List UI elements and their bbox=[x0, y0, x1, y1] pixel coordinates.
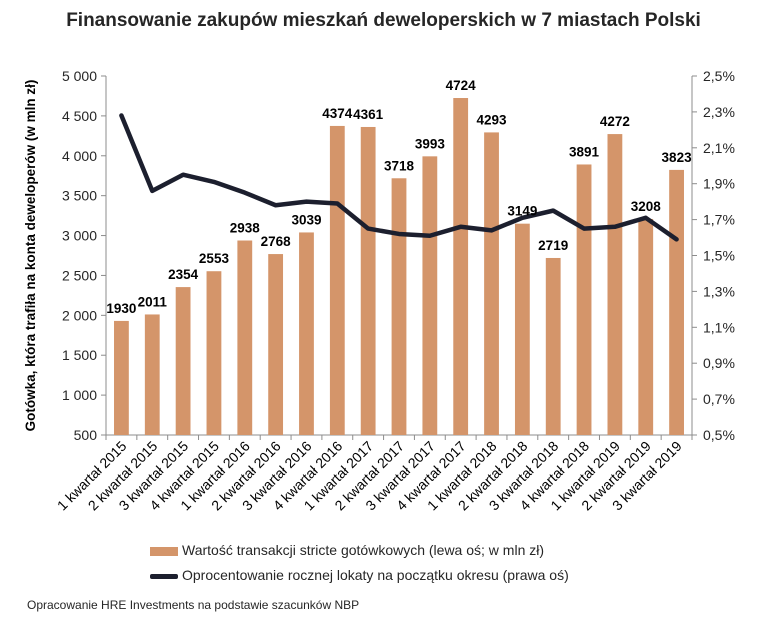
y-left-tick-label: 500 bbox=[74, 427, 98, 443]
rate-point bbox=[460, 226, 462, 228]
y-left-tick-label: 2 500 bbox=[62, 267, 97, 283]
rate-point bbox=[120, 114, 122, 116]
source-note: Opracowanie HRE Investments na podstawie… bbox=[27, 598, 360, 612]
y-left-tick-label: 4 000 bbox=[62, 148, 97, 164]
rate-point bbox=[305, 201, 307, 203]
legend-label-bars: Wartość transakcji stricte gotówkowych (… bbox=[182, 542, 545, 558]
rate-point bbox=[491, 229, 493, 231]
bar-data-label: 4374 bbox=[322, 106, 353, 121]
bar-data-label: 2938 bbox=[230, 221, 261, 236]
y-right-tick-label: 2,5% bbox=[703, 68, 735, 84]
legend-swatch-line bbox=[150, 573, 178, 579]
y-left-tick-label: 3 500 bbox=[62, 188, 97, 204]
rate-point bbox=[182, 174, 184, 176]
bar-data-label: 3149 bbox=[507, 204, 537, 219]
bar bbox=[144, 314, 160, 435]
bar bbox=[514, 223, 530, 435]
bar bbox=[329, 125, 345, 435]
bar-data-label: 4724 bbox=[446, 78, 477, 93]
bar-data-label: 2553 bbox=[199, 251, 230, 266]
bar bbox=[391, 178, 407, 435]
rate-point bbox=[367, 228, 369, 230]
bar-data-label: 3823 bbox=[662, 150, 693, 165]
bar bbox=[545, 257, 561, 435]
bar bbox=[114, 320, 129, 435]
bar-data-label: 3208 bbox=[631, 199, 662, 214]
y-right-tick-label: 0,5% bbox=[703, 427, 735, 443]
bar-data-label: 3891 bbox=[569, 144, 600, 159]
rate-point bbox=[645, 217, 647, 219]
rate-point bbox=[614, 226, 616, 228]
rate-point bbox=[583, 228, 585, 230]
rate-point bbox=[676, 238, 678, 240]
y-left-tick-label: 2 000 bbox=[62, 307, 97, 323]
rate-point bbox=[151, 190, 153, 192]
y-right-tick-label: 0,7% bbox=[703, 391, 735, 407]
bar bbox=[669, 169, 684, 435]
legend-label-line: Oprocentowanie rocznej lokaty na początk… bbox=[182, 567, 569, 583]
rate-point bbox=[213, 181, 215, 183]
bar bbox=[484, 132, 499, 435]
y-right-tick-label: 1,1% bbox=[703, 319, 735, 335]
y-right-tick-label: 2,1% bbox=[703, 140, 735, 156]
bar bbox=[360, 126, 376, 435]
y-right-tick-label: 0,9% bbox=[703, 355, 735, 371]
rate-point bbox=[244, 192, 246, 194]
y-left-tick-label: 1 000 bbox=[62, 387, 97, 403]
bar-data-label: 4293 bbox=[477, 112, 508, 127]
y-right-tick-label: 1,5% bbox=[703, 248, 735, 264]
bar-data-label: 4361 bbox=[353, 107, 384, 122]
bar-data-label: 1930 bbox=[106, 301, 136, 316]
bar bbox=[206, 271, 222, 435]
bar bbox=[453, 98, 469, 435]
bar-data-label: 2354 bbox=[168, 267, 199, 282]
bar-data-label: 4272 bbox=[600, 114, 630, 129]
y-right-tick-label: 1,9% bbox=[703, 176, 735, 192]
y-left-tick-label: 4 500 bbox=[62, 108, 97, 124]
rate-point bbox=[336, 202, 338, 204]
rate-point bbox=[552, 210, 554, 212]
y-left-tick-label: 3 000 bbox=[62, 228, 97, 244]
bar-data-label: 3039 bbox=[291, 212, 321, 227]
y-axis-title: Gotówka, która trafiła na konta dewelope… bbox=[23, 80, 38, 432]
bar-data-label: 2719 bbox=[538, 238, 568, 253]
bar bbox=[299, 232, 314, 435]
legend-item-line: Oprocentowanie rocznej lokaty na początk… bbox=[150, 567, 569, 583]
bar bbox=[576, 164, 592, 435]
y-left-tick-label: 1 500 bbox=[62, 347, 97, 363]
bar-data-label: 3718 bbox=[384, 158, 415, 173]
chart-title: Finansowanie zakupów mieszkań dewelopers… bbox=[66, 10, 701, 31]
bar bbox=[638, 218, 654, 435]
rate-point bbox=[275, 204, 277, 206]
bar-data-label: 2011 bbox=[138, 294, 168, 309]
bar bbox=[175, 287, 191, 435]
legend-swatch-bars bbox=[150, 546, 178, 556]
y-left-tick-label: 5 000 bbox=[62, 68, 97, 84]
bar bbox=[268, 254, 284, 435]
y-right-tick-label: 1,3% bbox=[703, 283, 735, 299]
bar bbox=[607, 134, 623, 435]
rate-point bbox=[521, 217, 523, 219]
bar bbox=[237, 240, 253, 435]
rate-point bbox=[398, 233, 400, 235]
rate-point bbox=[429, 235, 431, 237]
legend-item-bars: Wartość transakcji stricte gotówkowych (… bbox=[150, 542, 544, 558]
y-right-tick-label: 1,7% bbox=[703, 212, 735, 228]
y-right-tick-label: 2,3% bbox=[703, 104, 735, 120]
bar-data-label: 3993 bbox=[415, 136, 446, 151]
bar bbox=[422, 156, 438, 435]
bar-data-label: 2768 bbox=[261, 234, 292, 249]
